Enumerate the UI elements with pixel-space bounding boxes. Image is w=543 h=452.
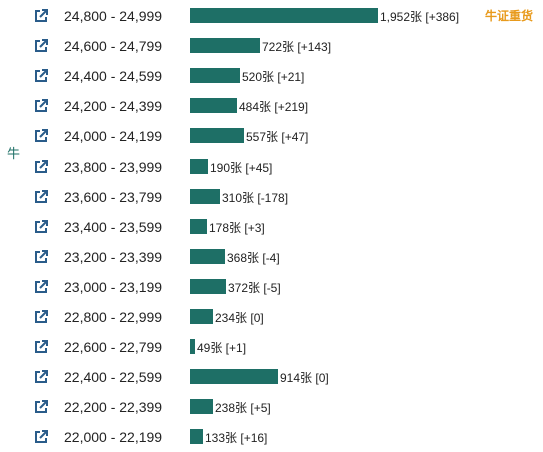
external-link-icon[interactable]	[34, 99, 48, 113]
bar-value-label: 484张 [+219]	[239, 100, 309, 115]
bar-row: 22,800 - 22,999 234张 [0]	[0, 302, 480, 332]
price-range-label: 24,800 - 24,999	[64, 8, 163, 24]
price-range-label: 24,000 - 24,199	[64, 128, 163, 145]
bar-row: 24,200 - 24,399 484张 [+219]	[0, 91, 480, 121]
bar	[190, 369, 278, 385]
bar-row: 22,000 - 22,199 133张 [+16]	[0, 422, 480, 452]
bar	[190, 68, 240, 84]
bar-value-label: 234张 [0]	[215, 311, 264, 325]
bar-row: 23,400 - 23,599 178张 [+3]	[0, 212, 480, 242]
price-range-label: 23,600 - 23,799	[64, 188, 163, 205]
bar-value-label: 372张 [-5]	[228, 280, 281, 295]
bar	[190, 38, 260, 54]
bar-value-label: 133张 [+16]	[205, 431, 268, 446]
bar-value-label: 49张 [+1]	[197, 341, 247, 356]
external-link-icon[interactable]	[34, 219, 48, 234]
bar	[190, 399, 213, 415]
price-range-label: 23,000 - 23,199	[64, 278, 163, 295]
bar-value-label: 520张 [+21]	[242, 70, 305, 85]
external-link-icon[interactable]	[34, 9, 48, 23]
bar	[190, 278, 226, 294]
external-link-icon[interactable]	[34, 69, 48, 83]
external-link-icon[interactable]	[34, 430, 48, 444]
bar	[190, 429, 203, 445]
bar	[190, 158, 208, 174]
price-range-label: 24,200 - 24,399	[64, 98, 163, 115]
bar-row: 23,000 - 23,199 372张 [-5]	[0, 272, 480, 302]
bar	[190, 339, 195, 355]
bar-row: 23,800 - 23,999 190张 [+45]	[0, 152, 480, 182]
external-link-icon[interactable]	[34, 400, 48, 414]
bar-value-label: 557张 [+47]	[246, 130, 309, 145]
bar-row: 23,200 - 23,399 368张 [-4]	[0, 242, 480, 272]
bar	[190, 218, 207, 234]
bar-value-label: 914张 [0]	[280, 371, 329, 386]
bar-row: 24,800 - 24,999 1,952张 [+386]	[0, 1, 480, 31]
bar-value-label: 722张 [+143]	[262, 40, 332, 55]
external-link-icon[interactable]	[34, 310, 48, 324]
side-label: 牛	[7, 146, 21, 161]
bar-row: 22,200 - 22,399 238张 [+5]	[0, 392, 480, 422]
external-link-icon[interactable]	[34, 129, 48, 143]
bar-row: 24,400 - 24,599 520张 [+21]	[0, 61, 480, 91]
price-range-label: 22,800 - 22,999	[64, 309, 163, 325]
external-link-icon[interactable]	[34, 279, 48, 294]
external-link-icon[interactable]	[34, 189, 48, 204]
price-range-label: 22,200 - 22,399	[64, 399, 163, 416]
bar-value-label: 368张 [-4]	[227, 250, 280, 265]
bar	[190, 128, 244, 144]
heavy-position-label: 牛证重货	[485, 9, 534, 23]
bar	[190, 188, 220, 204]
external-link-icon[interactable]	[34, 370, 48, 384]
bar	[190, 248, 225, 264]
price-range-label: 22,000 - 22,199	[64, 429, 163, 446]
price-range-label: 22,400 - 22,599	[64, 369, 163, 386]
bar-value-label: 310张 [-178]	[222, 190, 289, 205]
price-range-label: 23,400 - 23,599	[64, 218, 163, 235]
bar-row: 22,600 - 22,799 49张 [+1]	[0, 332, 480, 362]
price-range-label: 22,600 - 22,799	[64, 339, 163, 356]
price-range-label: 23,200 - 23,399	[64, 248, 163, 265]
price-range-label: 23,800 - 23,999	[64, 158, 163, 175]
external-link-icon[interactable]	[34, 39, 48, 53]
bar-row: 22,400 - 22,599 914张 [0]	[0, 362, 480, 392]
price-range-label: 24,400 - 24,599	[64, 68, 163, 85]
bar-value-label: 190张 [+45]	[210, 160, 273, 175]
bar	[190, 309, 213, 324]
bar-value-label: 1,952张 [+386]	[380, 10, 460, 24]
external-link-icon[interactable]	[34, 340, 48, 354]
bar	[190, 98, 237, 114]
external-link-icon[interactable]	[34, 249, 48, 264]
bar-value-label: 238张 [+5]	[215, 401, 271, 416]
bar-value-label: 178张 [+3]	[209, 220, 265, 235]
external-link-icon[interactable]	[34, 159, 48, 174]
bar-row: 23,600 - 23,799 310张 [-178]	[0, 182, 480, 212]
bar-row: 24,000 - 24,199 557张 [+47]	[0, 121, 480, 151]
price-range-label: 24,600 - 24,799	[64, 38, 163, 55]
bar-row: 24,600 - 24,799 722张 [+143]	[0, 31, 480, 61]
bar	[190, 8, 378, 23]
